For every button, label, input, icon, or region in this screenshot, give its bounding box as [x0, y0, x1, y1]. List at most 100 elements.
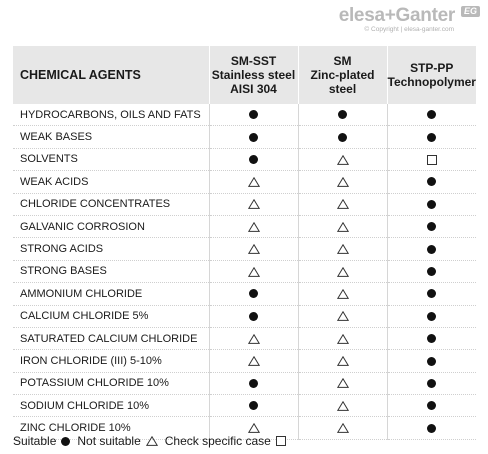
table-row: WEAK BASES	[13, 125, 476, 149]
triangle-icon	[336, 199, 349, 210]
resistance-cell	[208, 104, 298, 127]
filled-circle-icon	[427, 267, 437, 277]
header-material-grade: AISI 304	[230, 82, 277, 96]
chemical-agent-name: WEAK ACIDS	[13, 170, 209, 194]
chemical-agent-name: STRONG BASES	[13, 260, 209, 284]
table-row: SODIUM CHLORIDE 10%	[13, 394, 476, 418]
filled-circle-icon	[427, 199, 437, 209]
triangle-icon	[336, 356, 349, 366]
chemical-agent-name: AMMONIUM CHLORIDE	[13, 282, 209, 306]
resistance-cell	[208, 193, 298, 216]
chemical-agent-name: SODIUM CHLORIDE 10%	[13, 394, 209, 418]
resistance-cell	[297, 372, 387, 396]
chemical-agent-name: CALCIUM CHLORIDE 5%	[13, 305, 209, 328]
table-row: IRON CHLORIDE (III) 5-10%	[13, 349, 476, 373]
table-header-row: CHEMICAL AGENTS SM-SST Stainless steel A…	[13, 46, 476, 104]
triangle-icon	[336, 400, 349, 411]
logo-wordmark: elesa+Ganter	[338, 5, 456, 26]
resistance-cell	[386, 125, 476, 149]
triangle-icon	[336, 423, 349, 434]
resistance-cell	[297, 305, 387, 328]
triangle-icon	[336, 288, 349, 299]
triangle-icon	[247, 176, 260, 187]
triangle-icon	[336, 266, 349, 277]
resistance-cell	[297, 282, 387, 306]
legend-not-suitable-label: Not suitable	[77, 434, 141, 448]
filled-circle-icon	[427, 222, 437, 232]
resistance-cell	[386, 193, 476, 216]
table-row: WEAK ACIDS	[13, 170, 476, 194]
resistance-cell	[297, 125, 387, 149]
table-row: GALVANIC CORROSION	[13, 215, 476, 239]
chemical-agent-name: HYDROCARBONS, OILS AND FATS	[13, 104, 209, 127]
filled-circle-icon	[249, 132, 258, 142]
resistance-cell	[386, 305, 476, 328]
resistance-cell	[386, 104, 476, 127]
filled-circle-icon	[427, 334, 437, 344]
table-row: POTASSIUM CHLORIDE 10%	[13, 372, 476, 396]
triangle-icon	[336, 221, 349, 232]
triangle-icon	[247, 199, 260, 210]
header-material-name: Technopolymer	[387, 75, 476, 89]
table-row: STRONG ACIDS	[13, 237, 476, 261]
resistance-cell	[386, 394, 476, 418]
resistance-cell	[297, 215, 387, 239]
resistance-cell	[297, 148, 387, 172]
filled-circle-icon	[249, 311, 258, 321]
chemical-agent-name: SATURATED CALCIUM CHLORIDE	[13, 327, 209, 351]
chemical-agent-name: CHLORIDE CONCENTRATES	[13, 193, 209, 216]
resistance-cell	[208, 260, 298, 284]
resistance-cell	[297, 394, 387, 418]
resistance-cell	[208, 372, 298, 396]
resistance-cell	[208, 237, 298, 261]
resistance-cell	[297, 237, 387, 261]
resistance-cell	[208, 170, 298, 194]
resistance-cell	[386, 327, 476, 351]
resistance-cell	[386, 282, 476, 306]
resistance-cell	[386, 148, 476, 172]
triangle-icon	[336, 176, 349, 187]
legend: Suitable Not suitable Check specific cas…	[13, 434, 288, 448]
resistance-cell	[386, 372, 476, 396]
triangle-icon	[336, 244, 349, 255]
resistance-cell	[386, 260, 476, 284]
resistance-cell	[208, 394, 298, 418]
resistance-cell	[297, 416, 387, 440]
filled-circle-icon	[427, 244, 437, 254]
legend-suitable-label: Suitable	[13, 434, 57, 448]
resistance-cell	[208, 305, 298, 328]
resistance-cell	[297, 193, 387, 216]
resistance-cell	[386, 237, 476, 261]
chemical-agent-name: ZINC CHLORIDE 10%	[13, 416, 209, 440]
table-body: HYDROCARBONS, OILS AND FATS WEAK BASES SOL…	[13, 104, 476, 440]
resistance-cell	[208, 416, 298, 440]
square-icon	[275, 436, 286, 446]
chemical-agent-name: WEAK BASES	[13, 125, 209, 149]
table-row: ZINC CHLORIDE 10%	[13, 416, 476, 440]
table-row: HYDROCARBONS, OILS AND FATS	[13, 104, 476, 127]
filled-circle-icon	[338, 110, 347, 120]
chemical-agent-name: GALVANIC CORROSION	[13, 215, 209, 239]
table-row: CALCIUM CHLORIDE 5%	[13, 305, 476, 328]
filled-circle-icon	[249, 401, 258, 411]
filled-circle-icon	[249, 155, 258, 165]
filled-circle-icon	[427, 132, 437, 142]
filled-circle-icon	[427, 356, 437, 366]
table-row: STRONG BASES	[13, 260, 476, 284]
triangle-icon	[247, 356, 260, 366]
legend-check-label: Check specific case	[164, 434, 271, 448]
filled-circle-icon	[249, 289, 258, 299]
chemical-resistance-table: CHEMICAL AGENTS SM-SST Stainless steel A…	[13, 46, 476, 440]
brand-logo: elesa+Ganter EG © Copyright | elesa-gant…	[339, 6, 480, 34]
header-material-code: SM	[333, 54, 352, 68]
resistance-cell	[297, 327, 387, 351]
resistance-cell	[208, 215, 298, 239]
filled-circle-icon	[427, 378, 437, 388]
triangle-icon	[247, 244, 260, 255]
triangle-icon	[336, 311, 349, 322]
chemical-agent-name: POTASSIUM CHLORIDE 10%	[13, 372, 209, 396]
copyright-notice: © Copyright | elesa-ganter.com	[364, 26, 454, 33]
header-material-name: Stainless steel	[211, 68, 296, 82]
table-row: SOLVENTS	[13, 148, 476, 172]
header-material-name: Zinc-plated	[310, 68, 375, 82]
